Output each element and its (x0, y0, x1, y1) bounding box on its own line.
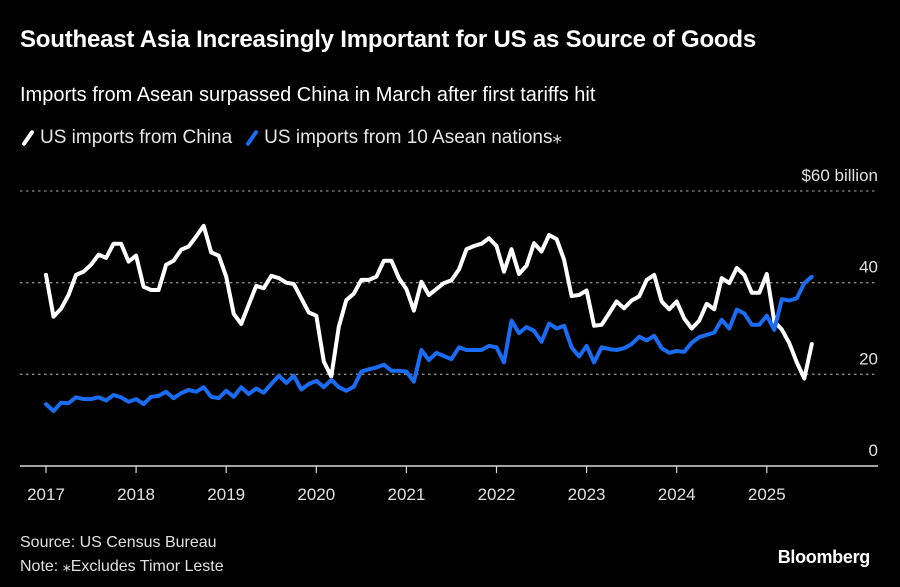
x-tick-label-2019: 2019 (207, 485, 245, 504)
y-tick-label-0: 0 (869, 441, 878, 460)
asean-points (45, 276, 812, 412)
legend-label-china: US imports from China (40, 126, 233, 148)
legend-item-china: US imports from China (20, 127, 232, 149)
x-tick-label-2020: 2020 (297, 485, 335, 504)
x-tick-label-2024: 2024 (658, 485, 696, 504)
chart-title: Southeast Asia Increasingly Important fo… (20, 26, 756, 53)
x-tick-label-2018: 2018 (117, 485, 155, 504)
legend-item-asean: US imports from 10 Asean nations⁎ (244, 126, 562, 149)
x-axis: 2017 2018 2019 2020 2021 2022 2023 2024 2025 (20, 465, 878, 504)
china-points (45, 225, 812, 379)
series-layer (44, 223, 814, 413)
y-tick-label-40: 40 (859, 258, 878, 277)
x-tick-label-2021: 2021 (387, 485, 425, 504)
grid-layer (20, 190, 878, 375)
legend: US imports from China US imports from 10… (20, 126, 574, 149)
x-tick-label-2023: 2023 (568, 485, 606, 504)
legend-label-asean: US imports from 10 Asean nations⁎ (264, 127, 562, 148)
footnote: Note: ⁎Excludes Timor Leste (20, 558, 224, 575)
y-axis: $60 billion 40 20 0 (801, 166, 878, 460)
source-note: Source: US Census Bureau (20, 534, 217, 551)
y-tick-label-60: $60 billion (801, 166, 878, 185)
x-tick-label-2022: 2022 (478, 485, 516, 504)
bloomberg-logo: Bloomberg (777, 547, 871, 567)
x-tick-label-2025: 2025 (748, 485, 786, 504)
chart-subtitle: Imports from Asean surpassed China in Ma… (20, 84, 596, 106)
china-imports-line (44, 223, 814, 381)
y-tick-label-20: 20 (859, 349, 878, 368)
x-tick-label-2017: 2017 (27, 485, 65, 504)
